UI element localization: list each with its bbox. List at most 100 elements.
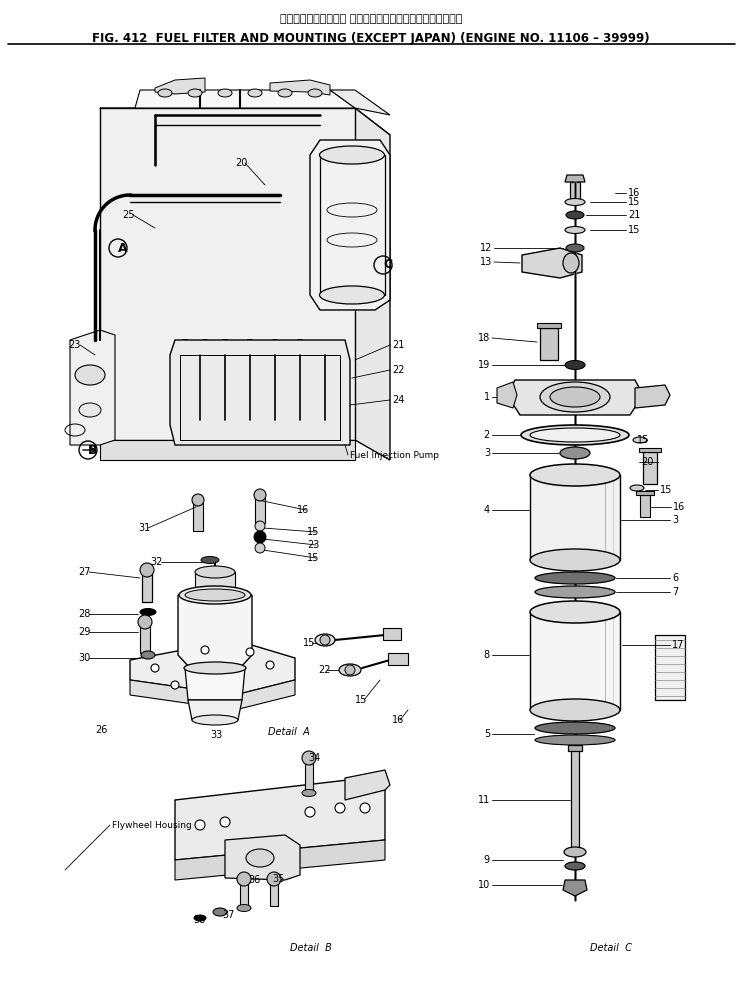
Polygon shape xyxy=(178,595,252,668)
Ellipse shape xyxy=(246,849,274,867)
Text: Flywheel Housing: Flywheel Housing xyxy=(112,820,192,830)
Text: 15: 15 xyxy=(307,553,319,563)
Ellipse shape xyxy=(535,572,615,584)
Text: 29: 29 xyxy=(78,627,91,637)
Polygon shape xyxy=(497,382,517,408)
Ellipse shape xyxy=(550,387,600,407)
Circle shape xyxy=(254,531,266,543)
Circle shape xyxy=(171,681,179,689)
Bar xyxy=(388,653,408,665)
Text: 21: 21 xyxy=(392,340,404,350)
Ellipse shape xyxy=(140,609,156,616)
Circle shape xyxy=(360,803,370,813)
Polygon shape xyxy=(639,448,661,452)
Text: 25: 25 xyxy=(122,210,134,220)
Ellipse shape xyxy=(339,664,361,676)
Bar xyxy=(568,745,582,751)
Polygon shape xyxy=(100,440,355,460)
Ellipse shape xyxy=(201,556,219,563)
Text: 5: 5 xyxy=(484,729,490,739)
Circle shape xyxy=(220,817,230,827)
Text: 3: 3 xyxy=(484,448,490,458)
Text: Detail  B: Detail B xyxy=(290,943,332,953)
Polygon shape xyxy=(175,840,385,880)
Polygon shape xyxy=(225,835,300,880)
Text: A: A xyxy=(118,241,128,255)
Circle shape xyxy=(192,494,204,506)
Polygon shape xyxy=(563,880,587,896)
Bar xyxy=(540,328,558,360)
Text: 15: 15 xyxy=(303,638,315,648)
Polygon shape xyxy=(530,612,620,710)
Ellipse shape xyxy=(530,464,620,486)
Text: 20: 20 xyxy=(235,158,247,168)
Circle shape xyxy=(320,635,330,645)
Ellipse shape xyxy=(633,437,647,443)
Ellipse shape xyxy=(188,89,202,97)
Ellipse shape xyxy=(565,862,585,870)
Polygon shape xyxy=(175,778,385,860)
Text: 15: 15 xyxy=(628,225,640,235)
Text: Detail  A: Detail A xyxy=(268,727,310,737)
Ellipse shape xyxy=(218,89,232,97)
Ellipse shape xyxy=(535,586,615,598)
Bar xyxy=(570,182,580,200)
Text: 15: 15 xyxy=(628,197,640,207)
Circle shape xyxy=(335,803,345,813)
Text: 10: 10 xyxy=(478,880,490,890)
Polygon shape xyxy=(100,108,390,165)
Polygon shape xyxy=(130,680,295,710)
Text: 17: 17 xyxy=(672,640,684,650)
Bar xyxy=(571,748,579,848)
Ellipse shape xyxy=(79,403,101,417)
Polygon shape xyxy=(537,323,561,328)
Text: 24: 24 xyxy=(392,395,404,405)
Bar xyxy=(270,882,278,906)
Text: 37: 37 xyxy=(222,910,234,920)
Ellipse shape xyxy=(248,89,262,97)
Ellipse shape xyxy=(560,447,590,459)
Ellipse shape xyxy=(563,253,579,273)
Polygon shape xyxy=(270,80,330,95)
Text: フェルフィルタおよび マウンティング　海外向　　適用号機: フェルフィルタおよび マウンティング 海外向 適用号機 xyxy=(280,14,462,24)
Circle shape xyxy=(201,646,209,654)
Text: 28: 28 xyxy=(78,609,91,619)
Polygon shape xyxy=(130,640,295,695)
Bar xyxy=(140,625,150,653)
Ellipse shape xyxy=(302,789,316,796)
Text: 35: 35 xyxy=(272,874,285,884)
Ellipse shape xyxy=(319,286,384,304)
Ellipse shape xyxy=(566,244,584,252)
Text: B: B xyxy=(88,444,97,456)
Text: 27: 27 xyxy=(78,567,91,577)
Text: 16: 16 xyxy=(628,188,640,198)
Ellipse shape xyxy=(565,199,585,206)
Text: 16: 16 xyxy=(297,505,309,515)
Text: 13: 13 xyxy=(480,257,492,267)
Text: Detail  C: Detail C xyxy=(590,943,632,953)
Text: 26: 26 xyxy=(95,725,108,735)
Text: 22: 22 xyxy=(318,665,331,675)
Ellipse shape xyxy=(535,722,615,734)
Ellipse shape xyxy=(278,89,292,97)
Ellipse shape xyxy=(194,915,206,921)
Text: 22: 22 xyxy=(392,365,404,375)
Text: 33: 33 xyxy=(210,730,222,740)
Polygon shape xyxy=(655,635,685,700)
Circle shape xyxy=(151,664,159,672)
Ellipse shape xyxy=(213,908,227,916)
Text: 23: 23 xyxy=(68,340,80,350)
Ellipse shape xyxy=(319,146,384,164)
Text: 36: 36 xyxy=(248,875,260,885)
Ellipse shape xyxy=(565,361,585,370)
Circle shape xyxy=(138,615,152,629)
Bar xyxy=(255,498,265,523)
Ellipse shape xyxy=(179,586,251,604)
Circle shape xyxy=(345,665,355,675)
Bar xyxy=(142,572,152,602)
Ellipse shape xyxy=(308,89,322,97)
Polygon shape xyxy=(188,700,242,720)
Ellipse shape xyxy=(184,662,246,674)
Ellipse shape xyxy=(141,651,155,659)
Polygon shape xyxy=(635,385,670,408)
